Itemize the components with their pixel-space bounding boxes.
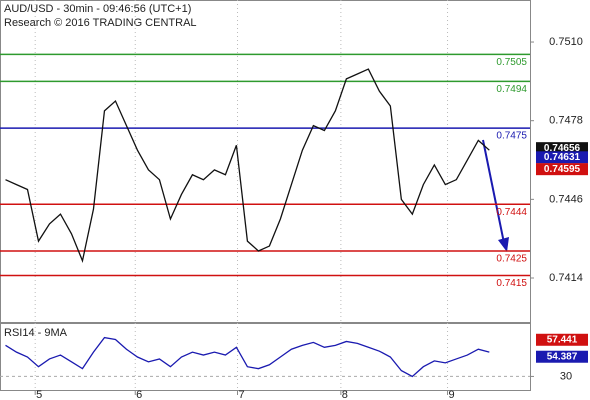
y-tick-label: 30 xyxy=(560,370,572,382)
x-tick-label: 9 xyxy=(448,389,454,400)
level-label: 0.7444 xyxy=(496,207,527,218)
y-tick-label: 0.7510 xyxy=(549,36,583,48)
y-tick-label: 0.7414 xyxy=(549,272,583,284)
price-tag xyxy=(536,151,588,164)
rsi-panel xyxy=(0,323,531,391)
price-line xyxy=(5,336,490,378)
level-label: 0.7505 xyxy=(496,57,527,68)
chart-title: AUD/USD - 30min - 09:46:56 (UTC+1) xyxy=(4,3,191,15)
level-label: 0.7415 xyxy=(496,278,527,289)
price-tag-label: 57.441 xyxy=(547,334,578,345)
x-tick-label: 6 xyxy=(136,389,142,400)
price-tag xyxy=(536,142,588,155)
price-tag-label: 54.387 xyxy=(547,351,578,362)
price-tag-label: 0.74631 xyxy=(544,152,581,163)
level-label: 0.7425 xyxy=(496,254,527,265)
price-tag-label: 0.74656 xyxy=(544,143,581,154)
y-tick-label: 0.7478 xyxy=(549,115,583,127)
level-label: 0.7475 xyxy=(496,131,527,142)
x-tick-label: 8 xyxy=(342,389,348,400)
price-line xyxy=(5,68,490,263)
rsi-title: RSI14 - 9MA xyxy=(4,327,68,339)
price-tag xyxy=(536,350,588,363)
y-tick-label: 0.7446 xyxy=(549,193,583,205)
price-tag xyxy=(536,163,588,176)
price-tag xyxy=(536,333,588,346)
forecast-arrow xyxy=(482,139,509,252)
x-tick-label: 7 xyxy=(238,389,244,400)
x-tick-label: 5 xyxy=(36,389,42,400)
main-panel xyxy=(0,0,531,323)
level-label: 0.7494 xyxy=(496,84,527,95)
chart-subtitle: Research © 2016 TRADING CENTRAL xyxy=(4,17,197,29)
price-tag-label: 0.74595 xyxy=(544,164,581,175)
